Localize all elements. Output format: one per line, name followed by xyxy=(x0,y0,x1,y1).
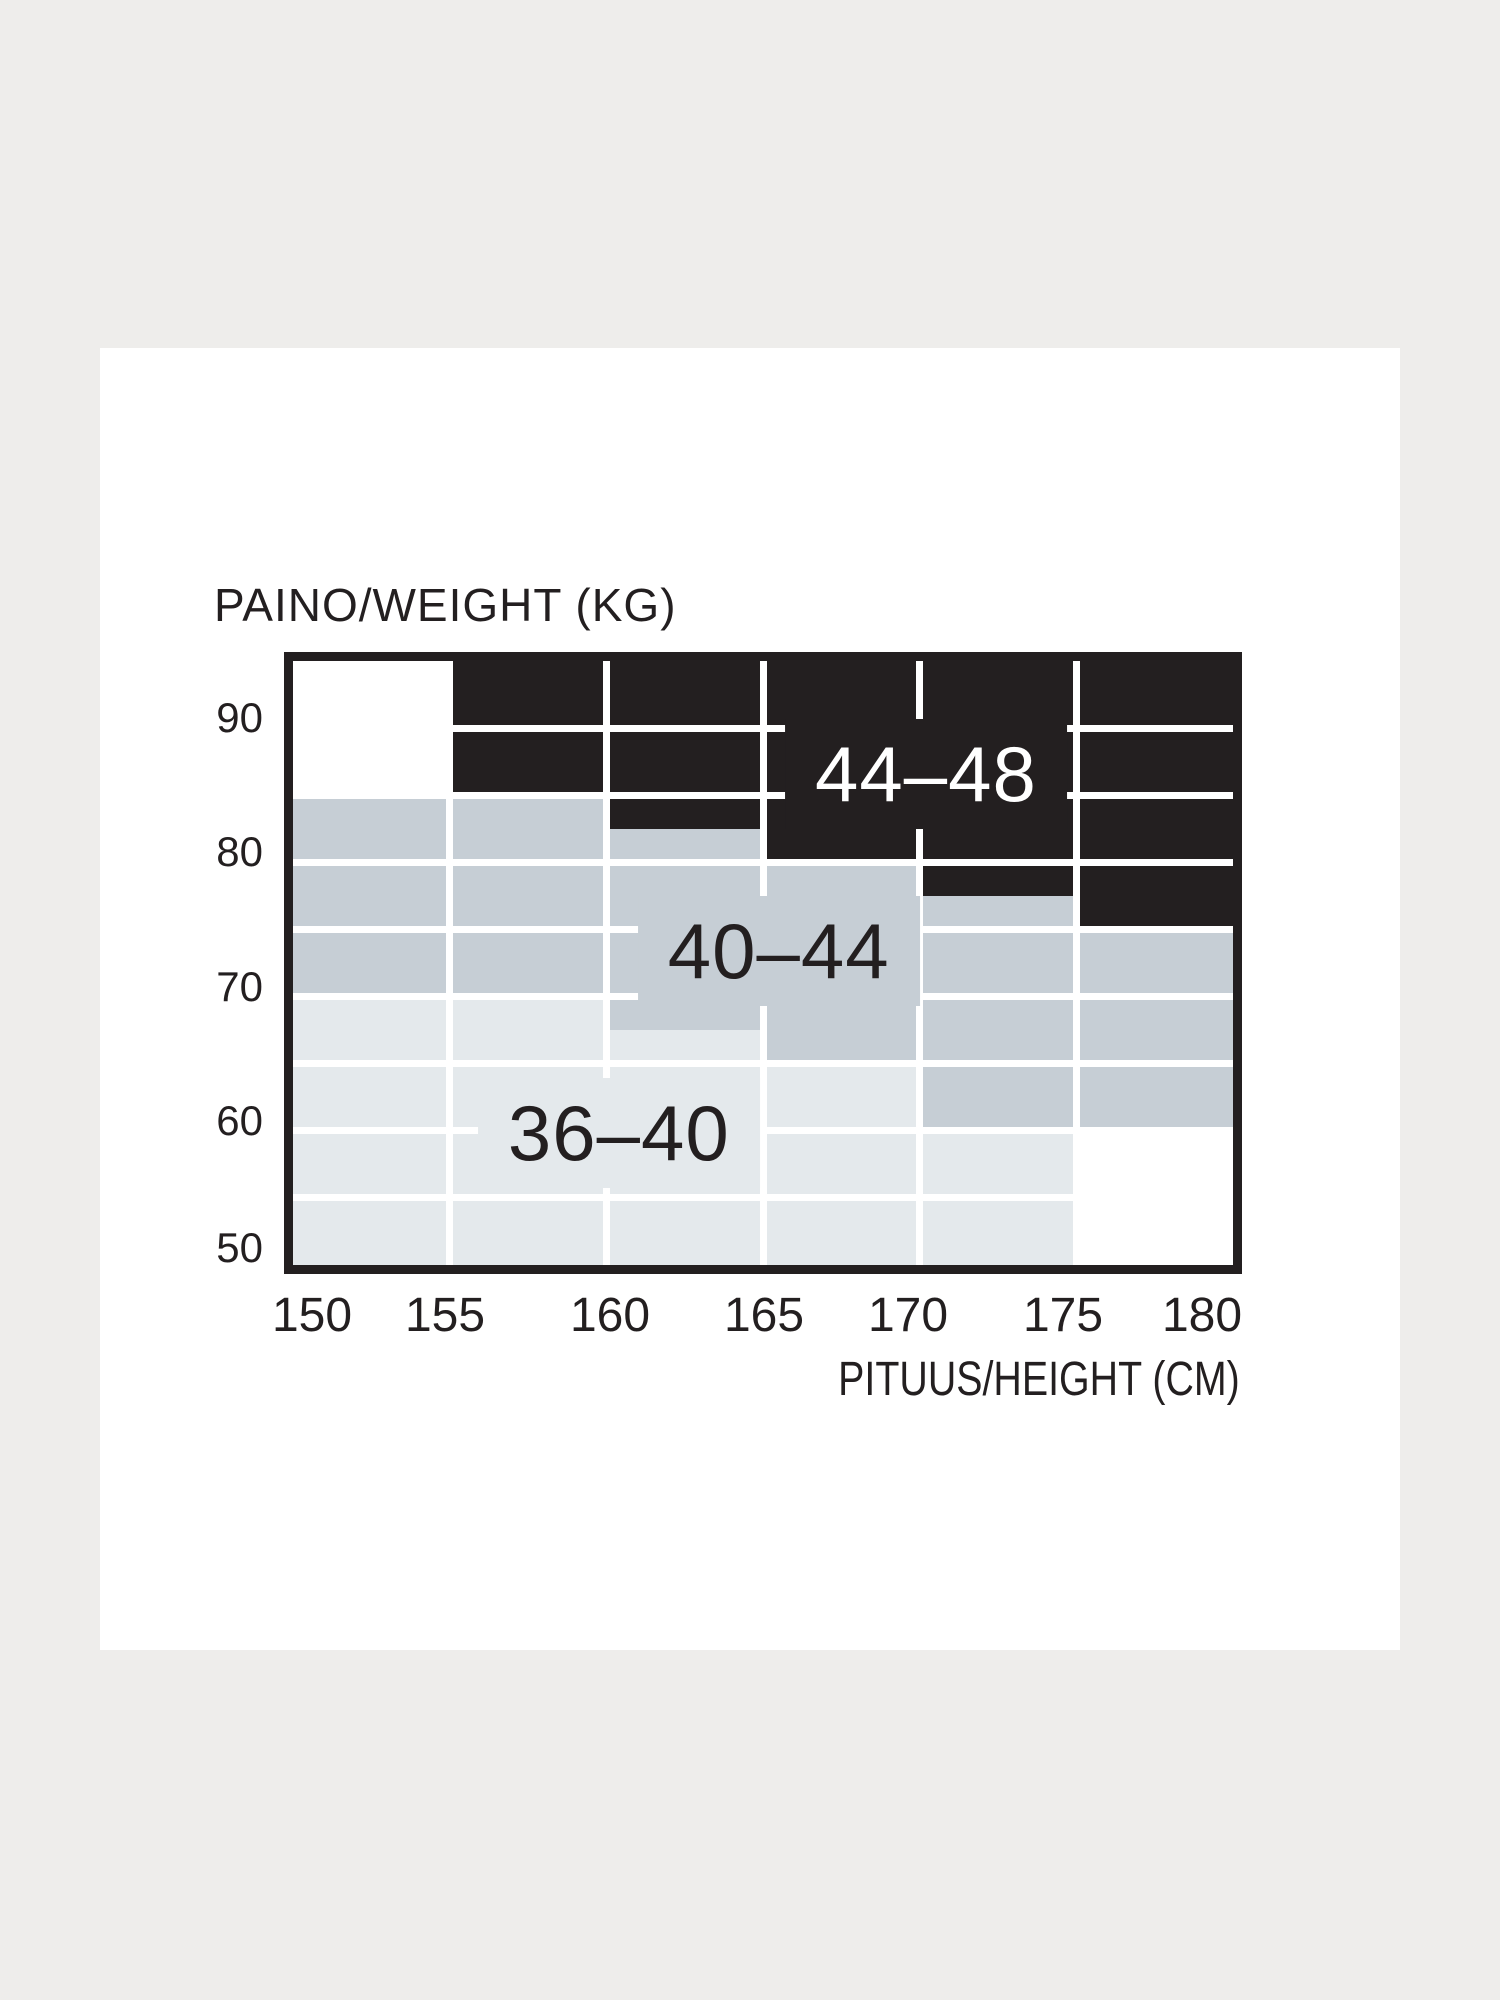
zone-40-44-step xyxy=(293,795,450,997)
x-tick-label-150: 150 xyxy=(271,1289,353,1342)
grid-vline-155 xyxy=(446,661,454,1265)
grid-vline-160 xyxy=(602,661,610,1265)
y-tick-label-90: 90 xyxy=(216,694,263,741)
grid-hline-85 xyxy=(293,791,1233,799)
chart-border-frame xyxy=(284,652,1242,1274)
zone-40-44-step xyxy=(919,895,1077,1131)
x-tick-label-175: 175 xyxy=(1022,1289,1104,1342)
x-tick-label-170: 170 xyxy=(867,1289,949,1342)
grid-hline-60 xyxy=(293,1127,1233,1135)
zone-44-48-step xyxy=(606,661,763,829)
x-axis-title: PITUUS/HEIGHT (CM) xyxy=(838,1353,1240,1406)
zone-label-36-40: 36–40 xyxy=(477,1078,760,1189)
y-tick-label-80: 80 xyxy=(216,828,263,875)
grid-hline-55 xyxy=(293,1194,1233,1202)
y-tick-label-60: 60 xyxy=(216,1097,263,1144)
y-axis-title: PAINO/WEIGHT (KG) xyxy=(214,579,677,631)
grid-hline-80 xyxy=(293,858,1233,866)
y-tick-label-50: 50 xyxy=(216,1224,263,1271)
grid-hline-65 xyxy=(293,1060,1233,1068)
x-tick-label-160: 160 xyxy=(569,1289,651,1342)
grid-vline-170 xyxy=(916,661,924,1265)
zone-40-44-step xyxy=(449,795,607,997)
x-tick-label-155: 155 xyxy=(404,1289,486,1342)
zone-label-40-44: 40–44 xyxy=(637,895,920,1006)
zone-label-44-48: 44–48 xyxy=(784,718,1067,829)
grid-vline-175 xyxy=(1072,661,1080,1265)
grid-hline-90 xyxy=(293,724,1233,732)
y-tick-label-70: 70 xyxy=(216,963,263,1010)
zone-36-40-step xyxy=(763,1063,920,1265)
zone-40-44-step xyxy=(1076,929,1233,1131)
x-tick-label-180: 180 xyxy=(1161,1289,1243,1342)
x-tick-label-165: 165 xyxy=(723,1289,805,1342)
